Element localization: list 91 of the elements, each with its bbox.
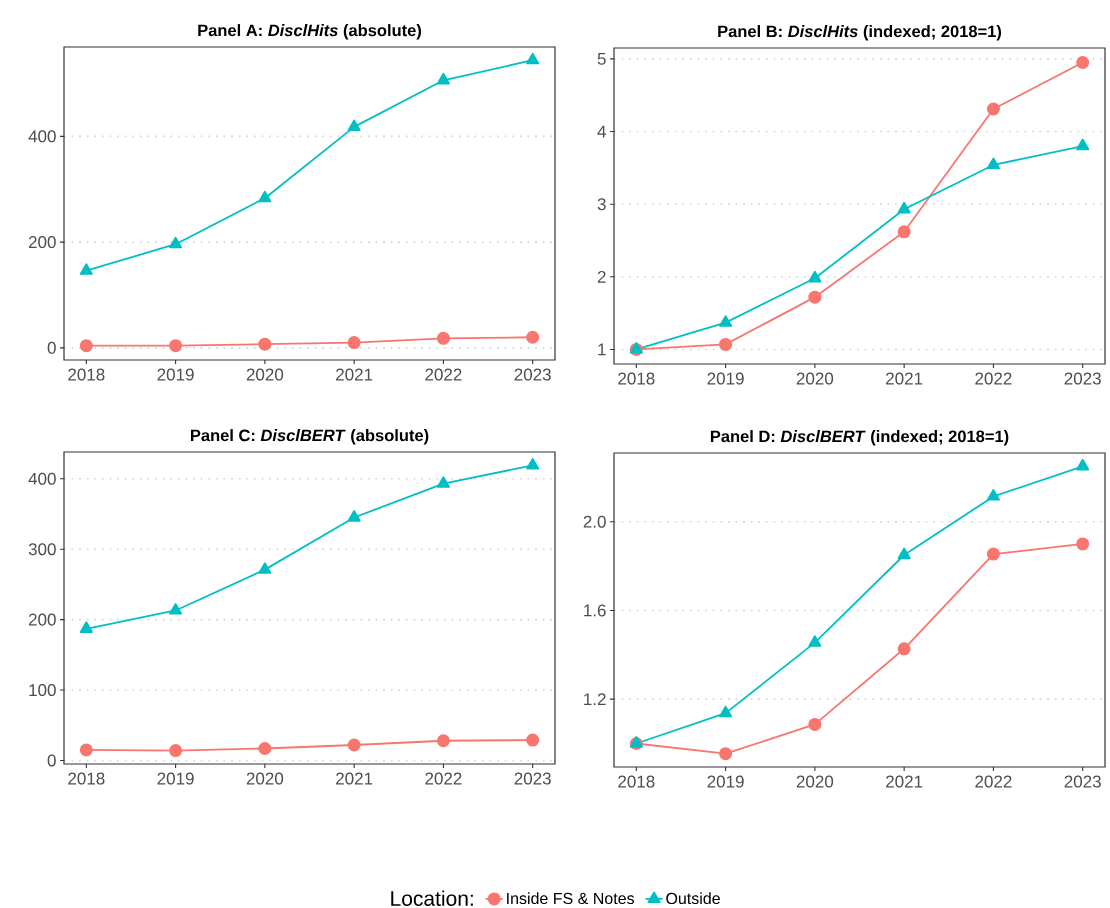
x-tick-label: 2023 [514, 772, 551, 785]
point [526, 330, 540, 344]
point [1076, 537, 1090, 551]
y-tick-label: 0 [47, 754, 56, 767]
point [169, 603, 183, 615]
point [897, 642, 911, 656]
x-tick-label: 2021 [336, 368, 373, 381]
x-tick-label: 2019 [157, 772, 194, 785]
chart-title: Panel D: DisclBERT (indexed; 2018=1) [710, 430, 1009, 446]
x-tick-label: 2021 [886, 372, 923, 385]
x-tick-label: 2018 [68, 772, 105, 785]
x-tick-label: 2022 [425, 368, 462, 381]
y-tick-label: 1.2 [584, 693, 606, 706]
x-tick-label: 2021 [886, 775, 923, 788]
x-tick-label: 2022 [425, 772, 462, 785]
point [719, 337, 733, 351]
point [79, 621, 93, 633]
x-tick-label: 2022 [975, 775, 1012, 788]
point [258, 742, 272, 755]
point [79, 263, 93, 275]
point [79, 339, 93, 353]
y-tick-label: 5 [597, 52, 606, 65]
point [1076, 56, 1090, 70]
point [258, 562, 272, 574]
legend-title: Location: [391, 890, 473, 906]
y-tick-label: 1 [598, 343, 606, 356]
point [169, 236, 183, 249]
x-tick-label: 2021 [336, 772, 373, 785]
chart-title: Panel C: DisclBERT (absolute) [190, 429, 429, 445]
point [897, 225, 911, 239]
y-tick-label: 1.6 [584, 604, 606, 617]
y-tick-label: 2 [597, 270, 606, 283]
point [526, 52, 540, 65]
point [986, 547, 1000, 561]
point [1076, 458, 1090, 471]
y-tick-label: 200 [28, 236, 56, 249]
point [347, 738, 361, 752]
point [169, 339, 183, 353]
legend-label: Outside [666, 892, 720, 905]
point [347, 510, 361, 522]
point [808, 290, 822, 304]
x-tick-label: 2019 [707, 775, 744, 788]
point [719, 315, 733, 327]
point [258, 190, 272, 203]
x-tick-label: 2023 [1064, 372, 1101, 385]
point [436, 331, 450, 345]
x-tick-label: 2020 [796, 372, 834, 385]
y-tick-label: 3 [597, 198, 606, 211]
y-tick-label: 300 [28, 543, 56, 556]
x-tick-label: 2018 [618, 775, 655, 788]
x-tick-label: 2023 [514, 368, 551, 381]
y-tick-label: 2.0 [583, 515, 606, 528]
x-tick-label: 2018 [68, 368, 105, 381]
point [436, 72, 450, 85]
point [1076, 138, 1090, 151]
point [808, 635, 822, 647]
x-tick-label: 2019 [157, 368, 194, 381]
x-tick-label: 2022 [975, 372, 1012, 385]
point [897, 201, 911, 214]
legend-label: Inside FS & Notes [507, 892, 634, 905]
y-tick-label: 400 [28, 130, 56, 143]
point [347, 336, 361, 350]
point [986, 102, 1000, 116]
point [808, 270, 822, 283]
point [986, 489, 1000, 501]
y-tick-label: 200 [28, 613, 56, 626]
y-tick-label: 400 [28, 472, 56, 485]
point [986, 157, 1000, 170]
point [436, 476, 450, 488]
x-tick-label: 2020 [246, 368, 284, 381]
x-tick-label: 2020 [796, 775, 834, 788]
chart-title: Panel B: DisclHits (indexed; 2018=1) [718, 25, 1002, 41]
point [79, 743, 93, 757]
y-tick-label: 100 [29, 684, 56, 697]
point [347, 119, 361, 131]
x-tick-label: 2018 [618, 372, 655, 385]
x-tick-label: 2020 [246, 772, 284, 785]
x-tick-label: 2023 [1064, 775, 1101, 788]
point [808, 717, 822, 731]
point [169, 744, 183, 758]
y-tick-label: 0 [47, 341, 56, 354]
point [526, 733, 540, 747]
point [436, 734, 450, 748]
point [719, 705, 733, 718]
point [719, 747, 733, 761]
point [897, 547, 911, 560]
point [526, 457, 540, 470]
y-tick-label: 4 [597, 125, 606, 138]
chart-title: Panel A: DisclHits (absolute) [198, 24, 421, 40]
point [258, 337, 272, 351]
x-tick-label: 2019 [707, 372, 744, 385]
